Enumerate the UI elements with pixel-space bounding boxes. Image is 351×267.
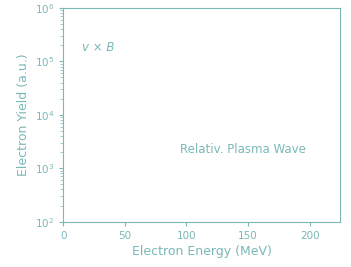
X-axis label: Electron Energy (MeV): Electron Energy (MeV) [132, 245, 272, 258]
Text: v × B: v × B [82, 41, 114, 54]
Text: Relativ. Plasma Wave: Relativ. Plasma Wave [180, 143, 306, 156]
Y-axis label: Electron Yield (a.u.): Electron Yield (a.u.) [18, 53, 31, 176]
